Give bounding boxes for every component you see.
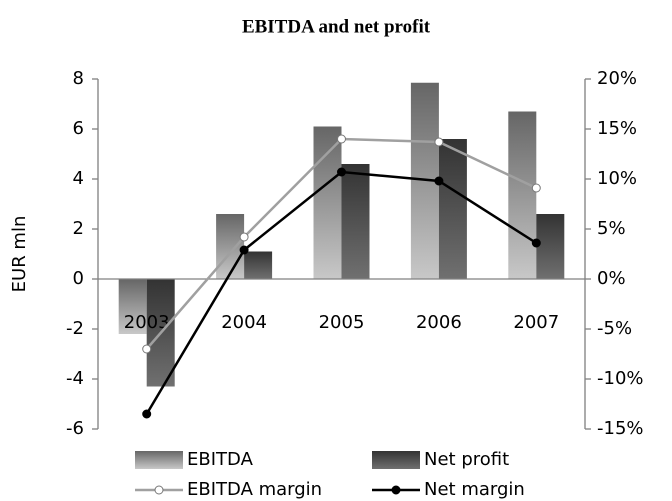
y-tick-label: 6 — [73, 118, 84, 139]
y2-tick-label: 20% — [597, 68, 637, 89]
y2-tick-label: -10% — [597, 368, 644, 389]
legend-marker — [391, 485, 401, 495]
marker — [337, 167, 346, 177]
x-tick-label: 2005 — [319, 312, 365, 333]
marker — [531, 238, 541, 248]
marker — [434, 137, 444, 147]
legend-label: EBITDA margin — [187, 479, 322, 500]
legend-marker — [154, 485, 164, 495]
x-tick-label: 2007 — [513, 312, 559, 333]
marker — [434, 176, 444, 186]
y-axis-label: EUR mln — [9, 216, 30, 293]
bar — [438, 139, 467, 279]
y-tick-label: -2 — [66, 318, 84, 339]
y2-tick-label: -5% — [597, 318, 632, 339]
y-tick-label: 4 — [73, 168, 84, 189]
bar — [536, 214, 565, 279]
bar — [313, 126, 342, 279]
legend-label: EBITDA — [187, 449, 254, 470]
y2-tick-label: -15% — [597, 418, 644, 439]
marker — [239, 232, 249, 242]
x-tick-label: 2003 — [124, 312, 170, 333]
y2-tick-label: 5% — [597, 218, 626, 239]
bar — [508, 111, 537, 279]
y-tick-label: 8 — [73, 68, 84, 89]
legend-swatch — [135, 451, 183, 469]
y-tick-label: 0 — [73, 268, 84, 289]
marker — [239, 245, 249, 255]
y2-tick-label: 10% — [597, 168, 637, 189]
legend-label: Net margin — [424, 479, 525, 500]
bar — [244, 251, 273, 279]
y2-tick-label: 15% — [597, 118, 637, 139]
legend-swatch — [372, 451, 420, 469]
bar — [341, 164, 370, 279]
x-tick-label: 2004 — [221, 312, 267, 333]
chart-title: EBITDA and net profit — [242, 16, 431, 37]
y-tick-label: -6 — [66, 418, 84, 439]
legend-label: Net profit — [424, 449, 509, 470]
bar — [216, 214, 245, 279]
bar — [118, 279, 147, 334]
x-tick-label: 2006 — [416, 312, 462, 333]
y-tick-label: -4 — [66, 368, 84, 389]
marker — [531, 183, 541, 193]
marker — [337, 134, 346, 144]
y-tick-label: 2 — [73, 218, 84, 239]
y2-tick-label: 0% — [597, 268, 626, 289]
marker — [142, 344, 152, 354]
marker — [142, 409, 152, 419]
